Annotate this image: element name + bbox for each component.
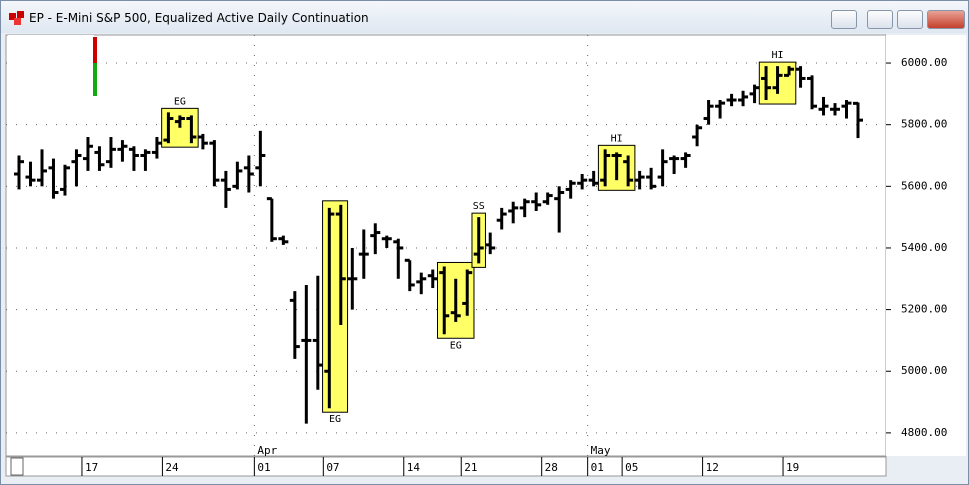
date-axis <box>5 456 887 477</box>
x-tick-label: 12 <box>706 461 719 474</box>
minimize-button[interactable] <box>867 10 893 29</box>
info-green-bar <box>93 63 97 96</box>
x-tick-label: 01 <box>257 461 270 474</box>
y-tick-label: 5000.00 <box>901 364 947 377</box>
chart: O=5869.25H=5872.00L=5756.50L=5814.75Δ= -… <box>5 34 966 477</box>
highlight-label: SS <box>473 201 485 212</box>
highlight-label: EG <box>450 340 462 351</box>
month-label: May <box>591 444 611 457</box>
info-box <box>8 35 97 97</box>
plot-area <box>5 34 887 457</box>
x-tick-label: 21 <box>464 461 477 474</box>
window-title: EP - E-Mini S&P 500, Equalized Active Da… <box>29 11 369 25</box>
y-tick-label: 5800.00 <box>901 118 947 131</box>
price-axis <box>886 35 966 456</box>
x-tick-label: 17 <box>85 461 98 474</box>
y-tick-label: 5600.00 <box>901 179 947 192</box>
highlight-label: EG <box>174 96 186 107</box>
x-tick-label: 07 <box>326 461 339 474</box>
x-tick-label: 19 <box>786 461 799 474</box>
y-tick-label: 5400.00 <box>901 241 947 254</box>
x-tick-label: 05 <box>625 461 638 474</box>
x-tick-label: 28 <box>545 461 558 474</box>
x-tick-label: 24 <box>165 461 179 474</box>
maximize-button[interactable] <box>897 10 923 29</box>
close-button[interactable] <box>927 10 965 29</box>
app-icon <box>9 11 24 25</box>
info-background <box>8 35 94 97</box>
y-tick-label: 6000.00 <box>901 56 947 69</box>
x-tick-label: 01 <box>591 461 604 474</box>
x-tick-label: 14 <box>407 461 421 474</box>
info-red-bar <box>93 37 97 63</box>
highlight-box <box>322 200 349 413</box>
y-tick-label: 4800.00 <box>901 426 947 439</box>
highlight-label: EG <box>329 414 341 425</box>
link-button[interactable] <box>831 10 857 29</box>
highlight-label: HI <box>772 50 784 61</box>
y-tick-label: 5200.00 <box>901 303 947 316</box>
highlight-label: HI <box>611 133 623 144</box>
title-bar: EP - E-Mini S&P 500, Equalized Active Da… <box>1 1 968 33</box>
month-label: Apr <box>257 444 277 457</box>
scroll-handle[interactable] <box>10 457 24 476</box>
